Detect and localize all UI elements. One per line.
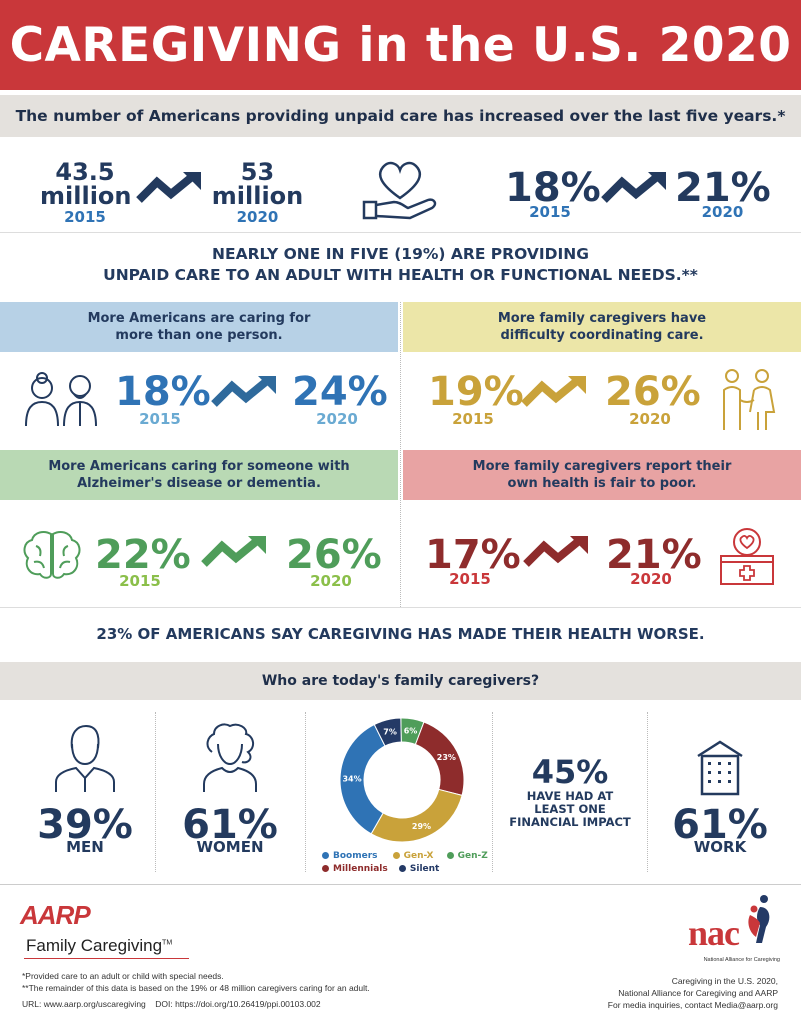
- column-divider: [647, 712, 648, 872]
- footer-links: URL: www.aarp.org/uscaregiving DOI: http…: [22, 998, 321, 1010]
- panel-alzheimers-heading: More Americans caring for someone with Al…: [0, 450, 398, 500]
- financial-percent: 45%: [531, 753, 609, 791]
- panel-own-health-from: 17%: [425, 532, 521, 578]
- column-divider: [492, 712, 493, 872]
- panel-divider: [400, 302, 401, 607]
- footnote-1: *Provided care to an adult or child with…: [22, 971, 224, 981]
- chart-legend: Boomers Gen-X Gen-Z Millennials Silent: [322, 850, 492, 876]
- heart-hand-icon: [362, 161, 437, 220]
- stat-2020-percent: 21%: [675, 165, 771, 211]
- men-label: MEN: [66, 838, 104, 856]
- panel-more-than-one-from-year: 2015: [139, 410, 181, 428]
- column-divider: [305, 712, 306, 872]
- donut-label-gen-x: 29%: [412, 822, 431, 831]
- stat-2020-percent-year: 2020: [701, 203, 744, 221]
- panel-more-than-one-to-year: 2020: [316, 410, 358, 428]
- legend-item-silent: Silent: [398, 864, 439, 874]
- nac-full-name: National Alliance for Caregiving: [703, 957, 780, 963]
- trend-up-arrow-icon: [521, 376, 586, 407]
- donut-slice-silent: [373, 717, 402, 747]
- man-icon: [55, 724, 115, 792]
- women-percent: 61%: [182, 802, 278, 848]
- nearly-one-in-five: NEARLY ONE IN FIVE (19%) ARE PROVIDING U…: [103, 245, 698, 284]
- first-aid-kit-icon: [720, 528, 774, 585]
- panel-more-than-one-heading: More Americans are caring for more than o…: [0, 302, 398, 352]
- panel-coordinating-to: 26%: [605, 369, 701, 415]
- legend-item-boomers: Boomers: [322, 851, 378, 861]
- divider: [0, 232, 801, 233]
- panel-own-health-heading: More family caregivers report their own h…: [403, 450, 801, 500]
- who-heading: Who are today's family caregivers?: [0, 662, 801, 700]
- donut-label-silent: 7%: [383, 727, 397, 736]
- subtitle: The number of Americans providing unpaid…: [0, 95, 801, 137]
- donut-slice-boomers: [339, 723, 386, 835]
- family-caregiving-logo: Family CaregivingTM: [26, 936, 173, 955]
- stat-2020-value: 53 million: [211, 158, 304, 210]
- trend-up-arrow-icon: [136, 172, 201, 203]
- stat-2015-year: 2015: [64, 208, 106, 226]
- nac-logo: nac: [688, 913, 740, 953]
- financial-label: HAVE HAD AT LEAST ONE FINANCIAL IMPACT: [509, 789, 631, 829]
- page-title: CAREGIVING in the U.S. 2020: [0, 0, 801, 90]
- work-label: WORK: [693, 838, 747, 856]
- panel-coordinating-from-year: 2015: [452, 410, 494, 428]
- work-percent: 61%: [672, 802, 768, 848]
- panel-coordinating-heading: More family caregivers have difficulty co…: [403, 302, 801, 352]
- panel-own-health-to: 21%: [606, 532, 702, 578]
- citation: Caregiving in the U.S. 2020, National Al…: [607, 976, 778, 1010]
- trend-up-arrow-icon: [601, 172, 666, 203]
- donut-label-gen-z: 6%: [404, 727, 418, 736]
- legend-item-millennials: Millennials: [322, 864, 388, 874]
- stat-2015-percent-year: 2015: [529, 203, 571, 221]
- panel-own-health-to-year: 2020: [630, 570, 672, 588]
- stat-2015-percent: 18%: [505, 165, 601, 211]
- generation-donut-chart: 6% 23% 29% 34% 7%: [339, 717, 465, 843]
- panel-alzheimers-to-year: 2020: [310, 572, 352, 590]
- footnote-2: **The remainder of this data is based on…: [22, 983, 370, 993]
- doi-link[interactable]: DOI: https://doi.org/10.26419/ppi.00103.…: [155, 999, 321, 1009]
- trend-up-arrow-icon: [211, 376, 276, 407]
- panel-own-health-from-year: 2015: [449, 570, 491, 588]
- stat-2015-value: 43.5 million: [40, 158, 132, 210]
- column-divider: [155, 712, 156, 872]
- panel-alzheimers-from: 22%: [95, 532, 191, 578]
- aarp-logo: AARP: [20, 900, 91, 930]
- brain-icon: [23, 531, 81, 579]
- office-building-icon: [697, 740, 743, 796]
- donut-slice-gen-x: [370, 788, 463, 843]
- women-label: WOMEN: [196, 838, 264, 856]
- legend-item-gen-z: Gen-Z: [446, 851, 488, 861]
- elderly-couple-icon: [25, 372, 97, 427]
- nac-figure-icon: [748, 895, 770, 943]
- donut-label-boomers: 34%: [342, 775, 361, 784]
- panel-alzheimers-to: 26%: [286, 532, 382, 578]
- health-worse-statement: 23% OF AMERICANS SAY CAREGIVING HAS MADE…: [96, 625, 705, 643]
- url-link[interactable]: URL: www.aarp.org/uscaregiving: [22, 999, 146, 1009]
- panel-more-than-one-from: 18%: [115, 369, 211, 415]
- trend-up-arrow-icon: [201, 536, 266, 567]
- divider: [0, 607, 801, 608]
- panel-more-than-one-to: 24%: [292, 369, 388, 415]
- divider: [0, 884, 801, 885]
- panel-coordinating-to-year: 2020: [629, 410, 671, 428]
- panel-coordinating-from: 19%: [428, 369, 524, 415]
- stat-2020-year: 2020: [236, 208, 279, 226]
- donut-label-millennials: 23%: [437, 753, 456, 762]
- woman-icon: [203, 723, 257, 792]
- holding-hands-icon: [723, 369, 776, 430]
- legend-item-gen-x: Gen-X: [392, 851, 434, 861]
- logo-underline: [24, 958, 189, 959]
- panel-alzheimers-from-year: 2015: [119, 572, 161, 590]
- men-percent: 39%: [37, 802, 133, 848]
- trend-up-arrow-icon: [523, 536, 588, 567]
